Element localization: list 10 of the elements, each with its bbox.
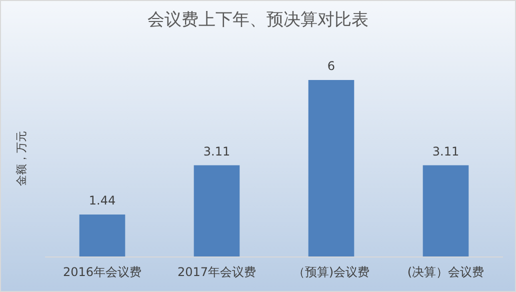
y-axis-title: 金额，万元 [15,131,28,186]
data-label: 3.11 [432,144,460,158]
data-label: 6 [327,59,336,73]
x-tick-label: (决算）会议费 [407,265,484,279]
data-label: 1.44 [88,194,116,208]
data-label: 3.11 [203,144,230,158]
chart-title: 会议费上下年、预决算对比表 [148,10,368,30]
x-tick-label: 2016年会议费 [62,265,142,279]
x-tick-label: 2017年会议费 [177,265,256,279]
x-tick-label: （预算)会议费 [292,265,370,279]
